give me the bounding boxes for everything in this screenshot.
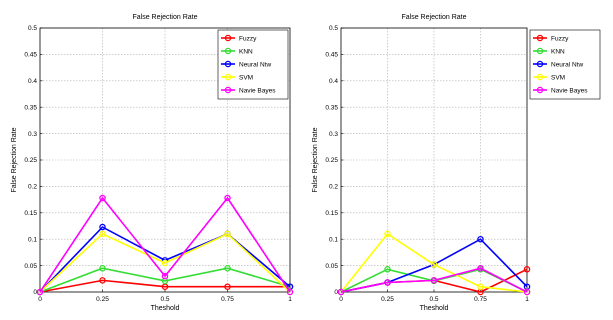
legend-marker <box>536 73 544 81</box>
series-line <box>39 196 291 293</box>
data-point <box>337 288 345 296</box>
y-axis-label: False Rejection Rate <box>312 127 319 192</box>
data-point <box>430 277 438 284</box>
series-line <box>39 267 291 293</box>
y-tick-label: 0.25 <box>24 157 37 164</box>
x-tick-label: 0.5 <box>160 296 169 303</box>
data-point <box>99 264 106 272</box>
legend-label: SVM <box>239 74 253 81</box>
legend: Fuzzy KNN Neural Ntw SVM Navie Bayes <box>529 29 601 100</box>
y-tick-label: 0.3 <box>329 131 338 138</box>
legend-label: Neural Ntw <box>239 61 271 68</box>
legend: Fuzzy KNN Neural Ntw SVM Navie Bayes <box>217 29 289 100</box>
legend-label: SVM <box>551 74 565 81</box>
data-point <box>99 223 106 231</box>
x-tick-label: 0.5 <box>429 296 438 303</box>
data-point <box>286 288 294 296</box>
x-tick-label: 0.75 <box>221 296 234 303</box>
data-point <box>523 288 531 296</box>
legend-marker <box>536 34 544 42</box>
y-tick-label: 0.05 <box>325 263 338 270</box>
legend-label: Fuzzy <box>239 35 257 42</box>
x-tick-label: 1 <box>288 296 292 303</box>
y-tick-label: 0.4 <box>28 78 37 85</box>
y-tick-label: 0.2 <box>28 184 37 191</box>
data-point <box>384 230 391 238</box>
data-point <box>384 279 391 286</box>
legend-label: Neural Ntw <box>551 61 583 68</box>
y-tick-label: 0.1 <box>329 236 338 243</box>
y-tick-label: 0.45 <box>325 52 338 59</box>
x-axis-label: Theshold <box>420 305 449 312</box>
series-navie-bayes <box>36 194 294 296</box>
y-tick-label: 0.15 <box>24 210 37 217</box>
x-tick-label: 0.25 <box>381 296 394 303</box>
data-point <box>99 194 106 202</box>
data-point <box>430 261 438 268</box>
data-point <box>99 277 106 284</box>
y-tick-label: 0.3 <box>28 131 37 138</box>
y-tick-label: 0.2 <box>329 184 338 191</box>
y-tick-label: 0.35 <box>325 104 338 111</box>
series-line <box>39 279 290 293</box>
x-tick-label: 1 <box>525 296 529 303</box>
legend-marker <box>224 47 232 55</box>
chart-panel-2: 0 0.05 0.1 0.15 0.2 0.25 0.3 0.35 0.4 0.45 0.5 0 0.2… <box>312 14 601 312</box>
legend-marker <box>224 60 232 68</box>
legend-label: Navie Bayes <box>239 87 276 94</box>
series-line <box>39 232 291 293</box>
data-point <box>224 264 231 272</box>
chart-panel-1: 0 0.05 0.1 0.15 0.2 0.25 0.3 0.35 0.4 0.45 0.5 0 0.2… <box>11 14 294 312</box>
chart-title: False Rejection Rate <box>133 14 198 21</box>
y-tick-label: 0.5 <box>329 25 338 32</box>
chart-title: False Rejection Rate <box>402 14 467 21</box>
legend-marker <box>224 73 232 81</box>
y-tick-label: 0.45 <box>24 52 37 59</box>
y-axis-label: False Rejection Rate <box>11 127 18 192</box>
y-tick-label: 0.25 <box>325 157 338 164</box>
x-tick-label: 0 <box>38 296 42 303</box>
legend-marker <box>536 47 544 55</box>
data-point <box>477 264 484 272</box>
legend-label: Fuzzy <box>551 35 569 42</box>
legend-marker <box>536 86 544 94</box>
y-tick-label: 0.15 <box>325 210 338 217</box>
data-point <box>36 288 44 296</box>
data-point <box>99 230 106 238</box>
x-tick-label: 0.25 <box>96 296 109 303</box>
y-tick-label: 0.1 <box>28 236 37 243</box>
data-point <box>161 259 169 267</box>
series-line <box>340 267 528 293</box>
x-tick-label: 0 <box>339 296 343 303</box>
data-point <box>477 283 484 290</box>
legend-label: KNN <box>239 48 253 55</box>
legend-marker <box>536 60 544 68</box>
y-tick-label: 0 <box>334 289 338 296</box>
legend-marker <box>224 34 232 42</box>
data-point <box>384 266 391 273</box>
data-point <box>161 272 169 280</box>
y-tick-label: 0.5 <box>28 25 37 32</box>
data-point <box>224 194 231 202</box>
data-point <box>477 235 484 243</box>
series-navie-bayes <box>337 264 531 296</box>
y-tick-label: 0.05 <box>24 263 37 270</box>
x-axis-label: Theshold <box>151 305 180 312</box>
legend-label: Navie Bayes <box>551 87 588 94</box>
data-point <box>224 230 231 238</box>
series-line <box>340 232 528 293</box>
y-tick-label: 0.4 <box>329 78 338 85</box>
y-tick-label: 0 <box>33 289 37 296</box>
data-point <box>523 266 531 273</box>
legend-marker <box>224 86 232 94</box>
y-tick-label: 0.35 <box>24 104 37 111</box>
legend-label: KNN <box>551 48 565 55</box>
data-point <box>224 283 231 290</box>
x-tick-label: 0.75 <box>474 296 487 303</box>
